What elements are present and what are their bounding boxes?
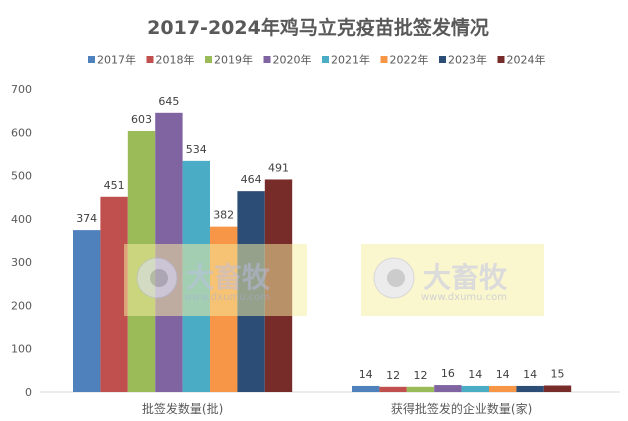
legend-swatch bbox=[263, 56, 271, 63]
x-category-label: 获得批签发的企业数量(家) bbox=[391, 401, 532, 416]
bar-2023年-1 bbox=[516, 385, 544, 392]
chart-title: 2017-2024年鸡马立克疫苗批签发情况 bbox=[147, 16, 489, 39]
legend-swatch bbox=[146, 56, 154, 63]
legend-item: 2018年 bbox=[146, 53, 195, 67]
legend-item: 2017年 bbox=[88, 53, 136, 67]
data-label: 14 bbox=[496, 368, 510, 381]
bar-2018年-1 bbox=[379, 386, 407, 392]
legend-swatch bbox=[439, 56, 446, 63]
legend-swatch bbox=[322, 56, 329, 63]
watermark-url: www.dxumu.com bbox=[421, 292, 507, 303]
watermark-url: www.dxumu.com bbox=[184, 292, 270, 303]
bar-2017年-1 bbox=[352, 385, 380, 392]
legend-label: 2018年 bbox=[156, 53, 195, 67]
legend-item: 2022年 bbox=[380, 53, 429, 67]
legend-label: 2017年 bbox=[97, 53, 136, 67]
bar-2020年-1 bbox=[434, 385, 462, 392]
y-tick-label: 500 bbox=[11, 170, 32, 183]
data-label: 464 bbox=[241, 173, 262, 186]
y-tick-label: 0 bbox=[25, 386, 32, 399]
x-category-label: 批签发数量(批) bbox=[142, 401, 223, 416]
bar-2021年-1 bbox=[461, 385, 489, 392]
data-label: 15 bbox=[551, 368, 565, 381]
data-label: 534 bbox=[186, 143, 207, 156]
y-tick-label: 200 bbox=[11, 299, 32, 312]
y-tick-label: 400 bbox=[11, 213, 32, 226]
watermark-logo-text: 大畜牧 bbox=[423, 261, 508, 294]
legend-label: 2023年 bbox=[448, 53, 487, 67]
data-label: 491 bbox=[268, 161, 289, 174]
legend-item: 2020年 bbox=[263, 53, 312, 67]
y-axis: 0 100 200 300 400 500 600 700 bbox=[11, 83, 32, 399]
legend-label: 2022年 bbox=[390, 53, 429, 67]
legend: 2017年 2018年 2019年 2020年 2021年 2022年 2023年 2024年 bbox=[88, 53, 546, 67]
legend-swatch bbox=[497, 56, 505, 63]
legend-swatch bbox=[88, 56, 95, 63]
data-label: 603 bbox=[131, 113, 152, 126]
legend-label: 2024年 bbox=[507, 53, 546, 67]
legend-swatch bbox=[380, 56, 388, 63]
data-label: 14 bbox=[359, 368, 373, 381]
data-label: 645 bbox=[158, 95, 179, 108]
x-axis-labels: 批签发数量(批) 获得批签发的企业数量(家) bbox=[142, 401, 532, 416]
watermark-logo-text: 大畜牧 bbox=[186, 261, 271, 294]
data-label: 451 bbox=[104, 179, 125, 192]
y-tick-label: 600 bbox=[11, 126, 32, 139]
y-tick-label: 700 bbox=[11, 83, 32, 96]
legend-swatch bbox=[205, 56, 212, 63]
data-label: 382 bbox=[213, 209, 234, 222]
bar-2018年-0 bbox=[100, 196, 128, 392]
data-label: 374 bbox=[76, 212, 97, 225]
legend-item: 2024年 bbox=[497, 53, 546, 67]
bar-2017年-0 bbox=[73, 230, 101, 392]
data-label: 12 bbox=[386, 369, 400, 382]
legend-item: 2023年 bbox=[439, 53, 487, 67]
data-label: 14 bbox=[468, 368, 482, 381]
watermark-icon-inner bbox=[150, 269, 168, 287]
data-label: 12 bbox=[414, 369, 428, 382]
y-tick-label: 100 bbox=[11, 343, 32, 356]
bar-2022年-1 bbox=[489, 385, 517, 392]
legend-label: 2021年 bbox=[331, 53, 370, 67]
legend-item: 2019年 bbox=[205, 53, 253, 67]
bar-2024年-1 bbox=[543, 385, 572, 392]
legend-item: 2021年 bbox=[322, 53, 370, 67]
legend-label: 2020年 bbox=[273, 53, 312, 67]
bar-2019年-1 bbox=[406, 386, 435, 392]
watermark-icon-inner bbox=[387, 269, 405, 287]
bars: 374 451 603 645 534 382 464 491 14 12 12 16 14 14 14 15 bbox=[73, 95, 572, 393]
legend-label: 2019年 bbox=[214, 53, 253, 67]
data-label: 16 bbox=[441, 367, 455, 380]
data-label: 14 bbox=[523, 368, 537, 381]
y-tick-label: 300 bbox=[11, 256, 32, 269]
